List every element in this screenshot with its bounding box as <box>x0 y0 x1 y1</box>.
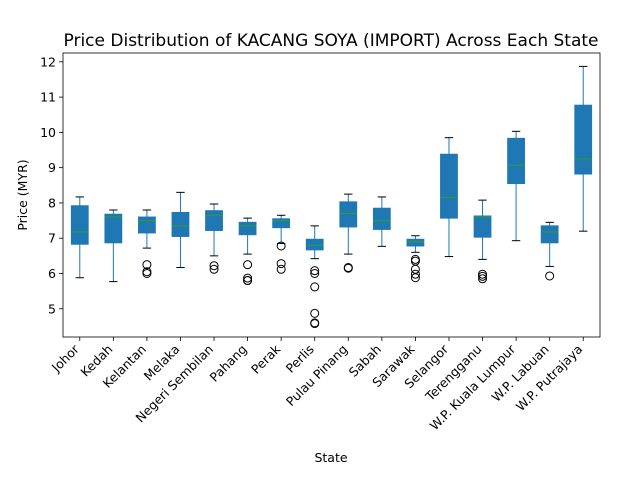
outlier-point <box>276 259 286 269</box>
y-tick-label: 9 <box>48 160 56 175</box>
outlier-point <box>410 269 420 279</box>
x-axis-label: State <box>314 450 347 465</box>
box-kedah <box>104 209 123 283</box>
iqr-box <box>372 207 391 230</box>
iqr-box <box>171 211 190 237</box>
y-tick-label: 6 <box>48 266 56 281</box>
outlier-point <box>276 264 286 274</box>
outlier-point <box>410 256 420 266</box>
y-tick-label: 8 <box>48 195 56 210</box>
box-sarawak <box>406 235 425 283</box>
iqr-box <box>305 238 324 251</box>
box-terengganu <box>473 199 492 284</box>
outlier-point <box>343 263 353 273</box>
iqr-box <box>339 201 358 228</box>
box-pahang <box>238 217 257 286</box>
outlier-point <box>478 269 488 279</box>
outlier-point <box>545 271 555 281</box>
y-tick-label: 12 <box>40 54 56 69</box>
y-axis: 5 6 7 8 9 10 11 12 <box>40 54 63 316</box>
iqr-box <box>574 104 593 175</box>
box-kelantan <box>138 209 156 278</box>
iqr-box <box>138 216 156 234</box>
y-tick-label: 11 <box>40 90 56 105</box>
iqr-box <box>272 218 291 229</box>
box-sabah <box>372 196 391 247</box>
iqr-box <box>104 213 123 244</box>
iqr-box <box>473 215 492 238</box>
plot-frame <box>62 52 601 338</box>
outlier-point <box>410 273 420 283</box>
iqr-box <box>70 205 89 245</box>
outlier-point <box>276 241 286 251</box>
outlier-point <box>243 273 253 283</box>
y-tick-label: 10 <box>40 125 56 140</box>
outlier-point <box>209 264 219 274</box>
x-tick-label: Pahang <box>207 342 250 385</box>
outlier-point <box>478 274 488 284</box>
plot-area <box>70 65 593 329</box>
iqr-box <box>540 225 559 244</box>
box-w-p-kuala-lumpur <box>507 130 525 242</box>
box-negeri-sembilan <box>205 203 223 274</box>
box-w-p-labuan <box>540 221 559 281</box>
outlier-point <box>310 266 320 276</box>
outlier-point <box>142 268 152 278</box>
outlier-point <box>142 260 152 270</box>
iqr-box <box>440 153 458 219</box>
outlier-point <box>310 319 320 329</box>
outlier-point <box>310 282 320 292</box>
iqr-box <box>507 137 525 185</box>
outlier-point <box>410 254 420 264</box>
outlier-point <box>209 261 219 271</box>
iqr-box <box>406 238 425 247</box>
outlier-point <box>243 260 253 270</box>
box-w-p-putrajaya <box>574 65 593 232</box>
box-johor <box>70 196 89 279</box>
box-pulau-pinang <box>339 193 358 273</box>
box-melaka <box>171 191 190 268</box>
outlier-point <box>310 268 320 278</box>
y-tick-label: 7 <box>48 231 56 246</box>
x-tick-label: Perak <box>248 341 284 377</box>
y-axis-label: Price (MYR) <box>15 159 30 230</box>
box-perlis <box>305 225 324 329</box>
outlier-point <box>310 308 320 318</box>
box-selangor <box>440 137 458 258</box>
outlier-point <box>243 276 253 286</box>
iqr-box <box>205 210 223 231</box>
outlier-point <box>478 271 488 281</box>
chart-title: Price Distribution of KACANG SOYA (IMPOR… <box>64 31 599 51</box>
y-tick-label: 5 <box>48 301 56 316</box>
iqr-box <box>238 221 257 236</box>
box-perak <box>272 214 291 274</box>
x-tick-label: Johor <box>48 341 83 376</box>
